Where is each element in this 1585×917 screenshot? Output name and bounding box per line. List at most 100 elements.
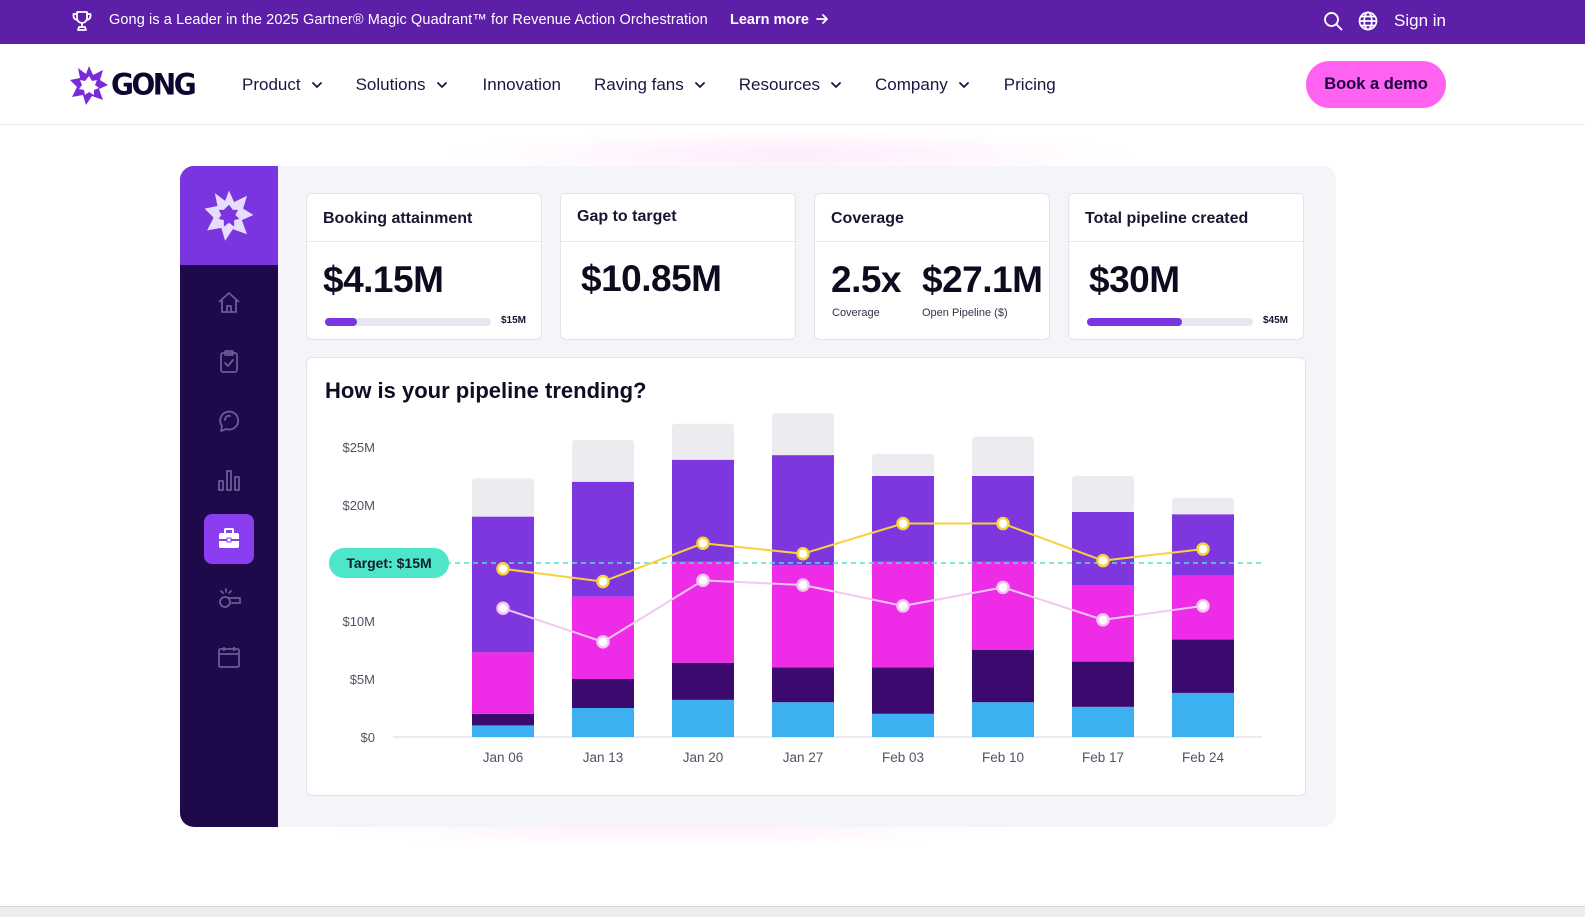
y-tick-label: $20M [342, 498, 375, 513]
trend-line [502, 579, 1204, 643]
nav-item-label: Product [242, 75, 301, 94]
nav-item-label: Raving fans [593, 75, 684, 94]
target-pill [329, 548, 449, 578]
book-demo-button[interactable]: Book a demo [1306, 61, 1446, 108]
trend-point [696, 536, 710, 551]
trend-line [502, 522, 1204, 583]
trend-point [696, 573, 710, 588]
bar-segment [972, 702, 1034, 737]
sidebar-logo [180, 166, 278, 265]
card-title: Coverage [815, 194, 1049, 242]
pipeline-progress-bar [1087, 318, 1253, 326]
card-title: Booking attainment [307, 194, 541, 242]
learn-more-label: Learn more [730, 12, 809, 28]
gap-to-target-card: Gap to target $10.85M [560, 193, 796, 340]
y-tick-label: $10M [342, 614, 375, 629]
trend-point [496, 601, 510, 615]
bar-segment [672, 662, 734, 700]
bar-segment [572, 708, 634, 737]
coverage-card: Coverage 2.5x Coverage $27.1M Open Pipel… [814, 193, 1050, 340]
trend-point [796, 546, 810, 561]
trend-point [996, 516, 1010, 531]
bar-segment [972, 436, 1034, 476]
learn-more-link[interactable]: Learn more [730, 12, 829, 28]
booking-attainment-card: Booking attainment $4.15M $15M [306, 193, 542, 340]
bar-chart-icon [218, 470, 240, 491]
bar-segment [472, 725, 534, 737]
nav-item-company[interactable]: Company [875, 75, 971, 95]
chart-title: How is your pipeline trending? [325, 378, 647, 403]
chevron-down-icon [436, 82, 447, 88]
briefcase-icon [219, 528, 239, 548]
home-icon [218, 292, 240, 313]
pipeline-cap: $45M [1263, 315, 1289, 326]
booking-progress-bar [325, 318, 491, 326]
trophy-icon [72, 11, 92, 31]
chevron-down-icon [694, 82, 705, 88]
globe-icon[interactable] [1357, 10, 1379, 32]
nav-item-product[interactable]: Product [242, 75, 324, 95]
trend-point [896, 599, 910, 613]
trend-point [1096, 553, 1110, 568]
bar-segment [772, 413, 834, 456]
nav-item-pricing[interactable]: Pricing [1004, 75, 1056, 95]
trend-point [1096, 613, 1110, 627]
booking-value: $4.15M [323, 259, 444, 300]
bar-segment [472, 652, 534, 714]
sidebar-item-briefcase[interactable] [204, 514, 254, 564]
chat-bubbles-icon [219, 410, 240, 432]
bar-segment [472, 478, 534, 517]
gong-starburst-icon [70, 66, 108, 105]
open-pipeline-label: Open Pipeline ($) [922, 307, 1008, 319]
chevron-down-icon [958, 82, 969, 88]
nav-item-label: Innovation [482, 75, 561, 94]
bar-segment [772, 702, 834, 737]
x-tick-label: Feb 10 [982, 750, 1024, 765]
target-label: Target: $15M [346, 555, 431, 571]
nav-item-label: Company [875, 75, 948, 94]
dashboard-preview: Booking attainment $4.15M $15M Gap to ta… [180, 166, 1336, 827]
x-tick-label: Jan 06 [483, 750, 524, 765]
bar-segment [872, 713, 934, 737]
trend-point [596, 635, 610, 649]
nav-item-resources[interactable]: Resources [739, 75, 843, 95]
nav-item-raving-fans[interactable]: Raving fans [594, 75, 707, 95]
pipeline-value: $30M [1089, 259, 1180, 300]
nav-item-solutions[interactable]: Solutions [356, 75, 449, 95]
bar-segment [1172, 639, 1234, 693]
bar-segment [672, 699, 734, 737]
bar-segment [772, 667, 834, 703]
gong-starburst-icon [204, 190, 254, 241]
announcement-bar: Gong is a Leader in the 2025 Gartner® Ma… [0, 0, 1585, 44]
bar-segment [972, 650, 1034, 703]
logo-wordmark: GONG [111, 67, 197, 102]
gong-logo[interactable]: GONG [69, 63, 197, 107]
trend-point [996, 580, 1010, 595]
x-tick-label: Jan 27 [783, 750, 824, 765]
bar-segment [472, 516, 534, 653]
y-tick-label: $0 [361, 730, 375, 745]
coverage-ratio: 2.5x [831, 259, 902, 300]
trend-point [896, 516, 910, 531]
nav-item-label: Solutions [355, 75, 426, 94]
search-icon[interactable] [1322, 10, 1344, 32]
bar-segment [1072, 661, 1134, 707]
coverage-ratio-label: Coverage [832, 307, 880, 319]
trend-point [1196, 542, 1210, 556]
y-tick-label: $5M [350, 672, 375, 687]
dashboard-sidebar [180, 166, 278, 827]
bar-segment [1172, 692, 1234, 737]
trend-point [1196, 599, 1210, 613]
x-tick-label: Feb 24 [1182, 750, 1225, 765]
x-tick-label: Jan 20 [683, 750, 724, 765]
main-nav: GONG Product Solutions Innovation Raving… [0, 44, 1585, 125]
bar-segment [872, 667, 934, 714]
x-tick-label: Feb 03 [882, 750, 924, 765]
y-tick-label: $25M [342, 440, 375, 455]
sign-in-link[interactable]: Sign in [1394, 11, 1446, 30]
bar-segment [472, 713, 534, 726]
arrow-right-icon [816, 14, 828, 24]
gap-value: $10.85M [581, 258, 722, 299]
nav-item-innovation[interactable]: Innovation [483, 75, 561, 95]
